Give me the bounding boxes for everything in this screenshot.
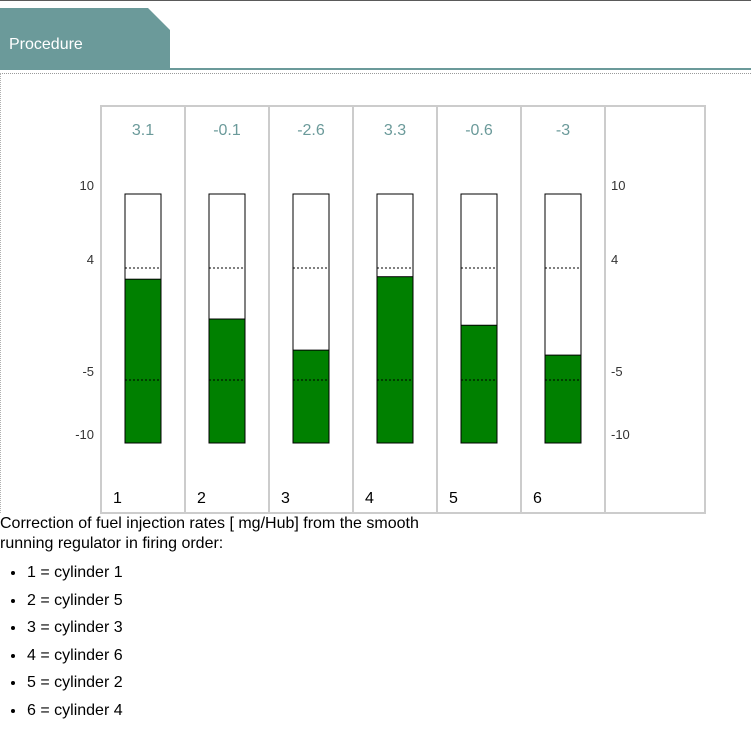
legend-item: 1 = cylinder 1 — [26, 562, 123, 590]
category-label: 2 — [197, 490, 206, 507]
bar-value-label: -3 — [556, 122, 570, 139]
bar-value-label: -2.6 — [297, 122, 325, 139]
y-tick-label-right: 10 — [611, 178, 625, 193]
tab-shape — [0, 8, 170, 69]
tab-procedure[interactable]: Procedure — [0, 8, 170, 69]
bar-value-label: 3.3 — [384, 122, 406, 139]
y-tick-label-right: -5 — [611, 364, 623, 379]
category-label: 5 — [449, 490, 458, 507]
top-border — [0, 0, 751, 1]
y-tick-label-left: 10 — [80, 178, 94, 193]
category-label: 4 — [365, 490, 374, 507]
bar — [376, 276, 414, 444]
bar — [292, 349, 330, 444]
legend-item: 3 = cylinder 3 — [26, 617, 123, 645]
chart-caption: Correction of fuel injection rates [ mg/… — [0, 515, 419, 552]
bar-value-label: -0.1 — [213, 122, 241, 139]
legend-item: 5 = cylinder 2 — [26, 672, 123, 700]
dotted-separator — [0, 73, 751, 74]
y-tick-label-left: -10 — [75, 427, 94, 442]
left-dotted-border — [0, 73, 1, 513]
category-label: 3 — [281, 490, 290, 507]
fuel-correction-chart: 10 10 4 4 -5 -5 -10 -10 3.1 1 -0.1 2 -2.6 3 3.3 4 -0.6 5 -… — [75, 105, 706, 514]
y-tick-label-left: 4 — [87, 252, 94, 267]
tab-procedure-label: Procedure — [9, 36, 83, 53]
y-tick-label-left: -5 — [82, 364, 94, 379]
bar — [124, 278, 162, 444]
legend-item: 6 = cylinder 4 — [26, 700, 123, 728]
legend-item: 4 = cylinder 6 — [26, 645, 123, 673]
bar-value-label: -0.6 — [465, 122, 493, 139]
header-rule — [0, 68, 751, 70]
category-label: 6 — [533, 490, 542, 507]
cylinder-legend: 1 = cylinder 1 2 = cylinder 5 3 = cylind… — [0, 562, 123, 728]
bar — [544, 354, 582, 444]
y-tick-label-right: -10 — [611, 427, 630, 442]
category-label: 1 — [113, 490, 122, 507]
bar — [208, 318, 246, 444]
y-tick-label-right: 4 — [611, 252, 618, 267]
bar — [460, 324, 498, 444]
chart-frame — [100, 105, 706, 514]
legend-item: 2 = cylinder 5 — [26, 590, 123, 618]
bar-value-label: 3.1 — [132, 122, 154, 139]
